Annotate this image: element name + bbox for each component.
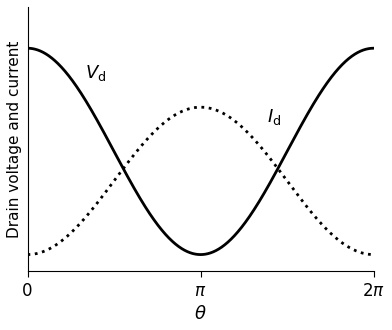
Text: $I_\mathrm{d}$: $I_\mathrm{d}$ — [267, 107, 281, 127]
Y-axis label: Drain voltage and current: Drain voltage and current — [7, 40, 22, 238]
Text: $V_\mathrm{d}$: $V_\mathrm{d}$ — [85, 63, 107, 83]
X-axis label: $\theta$: $\theta$ — [194, 305, 207, 323]
